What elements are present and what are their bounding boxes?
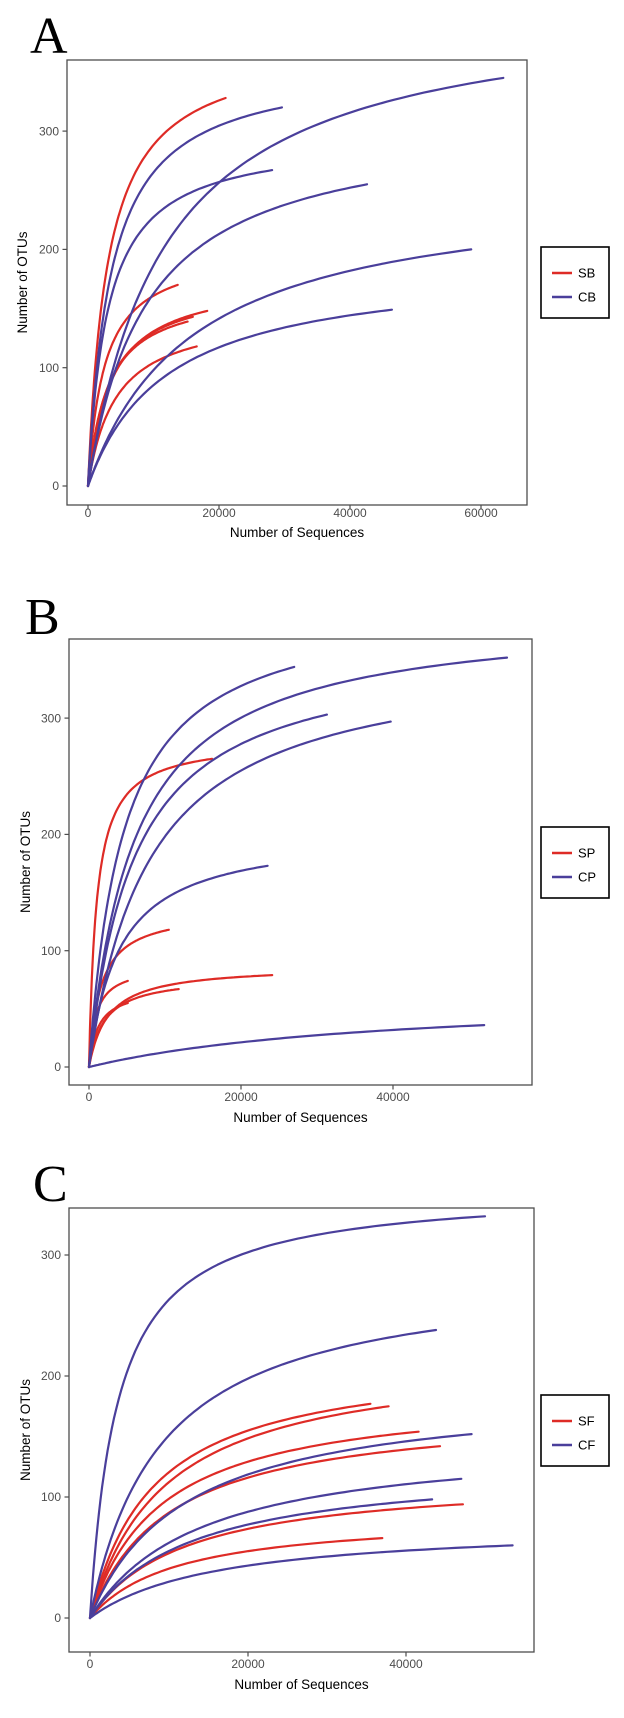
x-axis-title: Number of Sequences: [234, 1677, 369, 1692]
curve-CF-1: [88, 1215, 487, 1620]
x-axis-tick-label: 20000: [231, 1657, 265, 1671]
x-axis-tick-label: 20000: [224, 1090, 258, 1104]
legend-box: [540, 246, 610, 319]
panel-C-title: C: [33, 1156, 68, 1213]
curve-CF-3: [88, 1433, 473, 1620]
curve-CP-6: [87, 1023, 486, 1069]
curve-CF-4: [88, 1477, 463, 1620]
curve-SF-2: [88, 1405, 390, 1620]
curve-SB-1: [86, 96, 227, 488]
legend-label-CP: CP: [578, 870, 596, 885]
x-axis-tick-label: 40000: [389, 1657, 423, 1671]
curve-SF-1: [88, 1402, 372, 1620]
y-axis-tick-label: 0: [52, 479, 59, 493]
curve-SP-3: [87, 974, 274, 1069]
x-axis-tick-label: 0: [87, 1657, 94, 1671]
curve-CB-6: [86, 308, 393, 488]
curve-CP-1: [87, 656, 509, 1069]
panel-A-title: A: [30, 8, 68, 65]
x-axis-title: Number of Sequences: [233, 1110, 368, 1125]
legend-box: [540, 826, 610, 899]
legend-box: [540, 1394, 610, 1467]
plot-border: [68, 1207, 535, 1653]
curve-CF-2: [88, 1328, 438, 1620]
x-axis-tick-label: 0: [86, 1090, 93, 1104]
curve-CF-5: [88, 1498, 434, 1620]
legend-label-SB: SB: [578, 266, 595, 281]
legend-label-CB: CB: [578, 290, 596, 305]
legend-label-SP: SP: [578, 846, 595, 861]
x-axis-tick-label: 20000: [202, 506, 236, 520]
curve-CP-5: [87, 864, 269, 1069]
curve-SF-3: [88, 1430, 420, 1620]
y-axis-tick-label: 200: [41, 828, 61, 842]
y-axis-tick-label: 0: [54, 1611, 61, 1625]
curve-CB-2: [86, 106, 283, 488]
y-axis-tick-label: 300: [39, 124, 59, 138]
x-axis-title: Number of Sequences: [230, 525, 365, 540]
curve-CB-1: [86, 76, 505, 488]
curve-CP-4: [87, 720, 392, 1069]
curve-CB-4: [86, 183, 369, 488]
x-axis-tick-label: 40000: [376, 1090, 410, 1104]
plot-border: [66, 59, 528, 506]
curve-SF-6: [88, 1537, 384, 1620]
legend-label-CF: CF: [578, 1438, 595, 1453]
y-axis-tick-label: 300: [41, 711, 61, 725]
y-axis-tick-label: 100: [41, 944, 61, 958]
y-axis-title: Number of OTUs: [18, 1379, 33, 1481]
y-axis-tick-label: 100: [39, 361, 59, 375]
y-axis-title: Number of OTUs: [15, 231, 30, 333]
x-axis-tick-label: 0: [85, 506, 92, 520]
y-axis-tick-label: 0: [54, 1060, 61, 1074]
curve-CP-2: [87, 665, 296, 1069]
plot-border: [68, 638, 533, 1086]
y-axis-tick-label: 300: [41, 1248, 61, 1262]
y-axis-title: Number of OTUs: [18, 811, 33, 913]
curve-CF-6: [88, 1544, 514, 1620]
x-axis-tick-label: 40000: [333, 506, 367, 520]
y-axis-tick-label: 200: [41, 1369, 61, 1383]
curve-CB-3: [86, 169, 274, 488]
legend-label-SF: SF: [578, 1414, 595, 1429]
curve-CP-3: [87, 713, 328, 1069]
panel-B-title: B: [25, 589, 60, 646]
y-axis-tick-label: 100: [41, 1490, 61, 1504]
y-axis-tick-label: 200: [39, 243, 59, 257]
x-axis-tick-label: 60000: [464, 506, 498, 520]
